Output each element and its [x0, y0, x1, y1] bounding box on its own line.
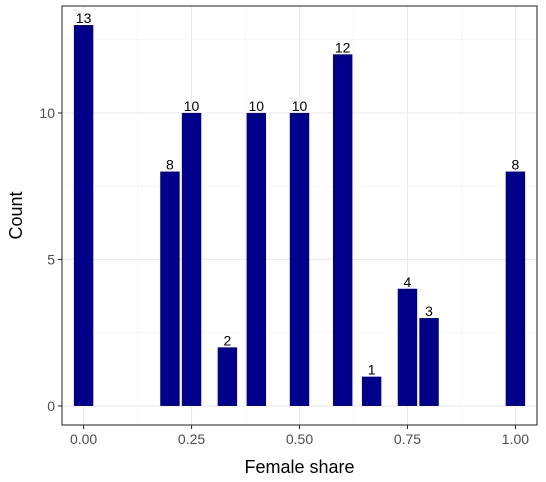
- bar-value-label: 10: [184, 98, 200, 114]
- bar-value-label: 4: [404, 274, 412, 290]
- bar-value-label: 10: [249, 98, 265, 114]
- bar: [361, 376, 382, 406]
- bar: [160, 171, 180, 406]
- x-tick-label: 0.25: [178, 431, 205, 447]
- y-axis-ticks: 0 5 10: [39, 105, 62, 414]
- bar-labels: 13 8 10 2 10 10 12 1 43 8: [76, 10, 520, 378]
- x-tick-label: 0.75: [394, 431, 421, 447]
- bar: [217, 347, 238, 406]
- bar-value-label: 2: [223, 332, 231, 348]
- bar-value-label: 8: [166, 157, 174, 173]
- x-tick-label: 0.00: [70, 431, 97, 447]
- bar-value-label: 1: [368, 362, 376, 378]
- bar: [397, 288, 418, 406]
- y-tick-label: 5: [47, 251, 55, 267]
- bar: [289, 112, 310, 406]
- x-tick-label: 1.00: [502, 431, 529, 447]
- x-tick-label: 0.50: [286, 431, 313, 447]
- bar-value-label: 12: [335, 39, 351, 55]
- bar: [332, 54, 353, 406]
- y-tick-label: 0: [47, 398, 55, 414]
- bar: [181, 112, 202, 406]
- y-axis-title: Count: [6, 191, 26, 239]
- bar: [419, 318, 439, 406]
- bar: [505, 171, 526, 406]
- bar: [246, 112, 267, 406]
- bar-value-label: 10: [292, 98, 308, 114]
- x-axis-ticks: 0.00 0.25 0.50 0.75 1.00: [70, 425, 529, 447]
- bar: [73, 25, 94, 406]
- bar-value-label: 13: [76, 10, 92, 26]
- bars: [73, 25, 526, 406]
- bar-value-label: 8: [512, 157, 520, 173]
- x-axis-title: Female share: [244, 457, 354, 477]
- y-tick-label: 10: [39, 105, 55, 121]
- bar-value-label: 3: [425, 303, 433, 319]
